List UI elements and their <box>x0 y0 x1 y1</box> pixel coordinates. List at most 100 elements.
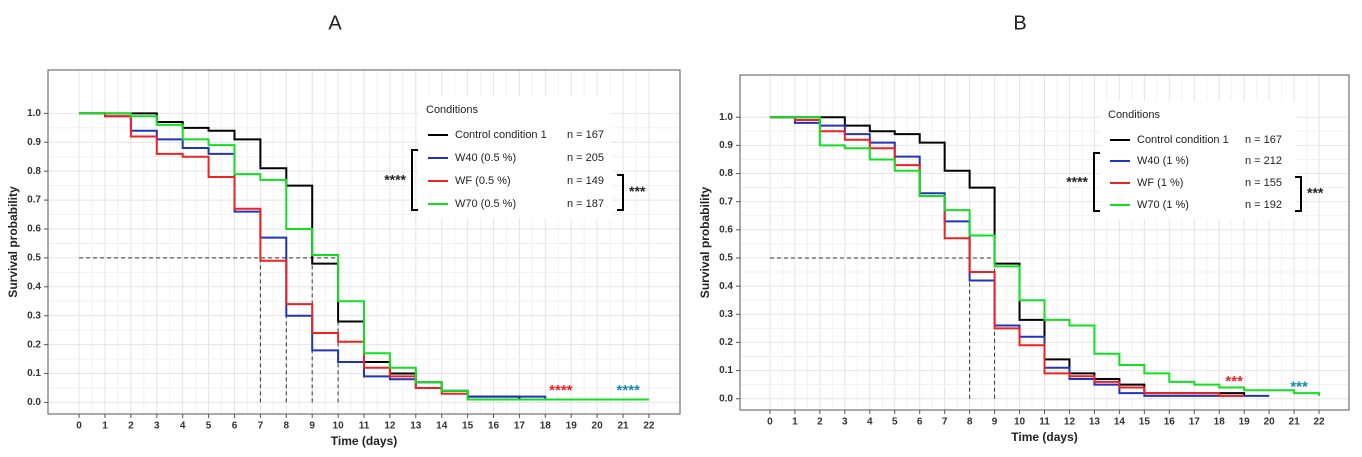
y-tick-label: 0.3 <box>719 309 733 320</box>
significance-annotation: *** <box>1225 373 1243 390</box>
x-tick-label: 22 <box>643 421 655 432</box>
y-tick-label: 0.9 <box>27 137 41 148</box>
x-tick-label: 9 <box>992 417 998 428</box>
y-tick-label: 0.1 <box>27 368 41 379</box>
bracket-left <box>411 149 418 211</box>
survival-curve <box>769 116 1321 396</box>
x-tick-label: 20 <box>592 421 604 432</box>
x-tick-label: 13 <box>410 421 422 432</box>
x-tick-label: 1 <box>102 421 108 432</box>
bracket-left <box>1093 152 1100 212</box>
x-tick-label: 0 <box>767 417 773 428</box>
x-tick-label: 8 <box>284 421 290 432</box>
y-tick-label: 0.2 <box>719 337 733 348</box>
bracket-right <box>1295 176 1302 212</box>
x-tick-label: 15 <box>462 421 474 432</box>
y-tick-label: 0.8 <box>27 166 41 177</box>
panel-label: B <box>1013 12 1026 34</box>
x-tick-label: 1 <box>792 417 798 428</box>
sample-size: n = 167 <box>567 129 604 141</box>
survival-curve <box>79 112 649 401</box>
x-tick-label: 10 <box>1014 417 1026 428</box>
x-tick-label: 4 <box>867 417 873 428</box>
bracket-right <box>617 174 624 211</box>
x-tick-label: 12 <box>384 421 396 432</box>
x-tick-label: 21 <box>617 421 629 432</box>
legend-title: Conditions <box>426 104 478 116</box>
legend-label: WF (0.5 %) <box>455 175 511 187</box>
legend-box <box>1100 101 1296 219</box>
y-tick-label: 0.7 <box>27 195 41 206</box>
x-tick-label: 6 <box>917 417 923 428</box>
x-tick-label: 12 <box>1064 417 1076 428</box>
y-tick-label: 0.2 <box>27 339 41 350</box>
y-tick-label: 0.6 <box>27 224 41 235</box>
x-tick-label: 14 <box>1114 417 1126 428</box>
y-tick-label: 0.9 <box>719 140 733 151</box>
x-tick-label: 6 <box>232 421 238 432</box>
x-tick-label: 2 <box>128 421 134 432</box>
x-tick-label: 3 <box>154 421 160 432</box>
survival-curve <box>79 112 572 401</box>
x-tick-label: 22 <box>1313 417 1325 428</box>
sample-size: n = 212 <box>1245 155 1282 167</box>
significance-annotation: **** <box>549 382 573 399</box>
x-tick-label: 15 <box>1139 417 1151 428</box>
y-axis-label: Survival probability <box>698 186 712 298</box>
x-tick-label: 18 <box>1214 417 1226 428</box>
x-tick-label: 16 <box>488 421 500 432</box>
legend-label: W40 (1 %) <box>1137 155 1189 167</box>
legend-title: Conditions <box>1108 109 1160 121</box>
x-tick-label: 0 <box>76 421 82 432</box>
sample-size: n = 149 <box>567 175 604 187</box>
x-tick-label: 13 <box>1089 417 1101 428</box>
y-tick-label: 0.4 <box>719 281 733 292</box>
x-tick-label: 19 <box>566 421 578 432</box>
sample-size: n = 192 <box>1245 199 1282 211</box>
legend-label: Control condition 1 <box>455 129 547 141</box>
x-tick-label: 16 <box>1164 417 1176 428</box>
y-tick-label: 0.5 <box>27 253 41 264</box>
x-tick-label: 9 <box>309 421 315 432</box>
sample-size: n = 205 <box>567 152 604 164</box>
y-tick-label: 0.4 <box>27 281 41 292</box>
x-tick-label: 4 <box>180 421 186 432</box>
y-tick-label: 0.0 <box>719 393 733 404</box>
x-tick-label: 19 <box>1239 417 1251 428</box>
x-tick-label: 3 <box>842 417 848 428</box>
x-tick-label: 7 <box>942 417 948 428</box>
legend-label: W40 (0.5 %) <box>455 152 516 164</box>
y-tick-label: 1.0 <box>27 108 41 119</box>
legend-label: WF (1 %) <box>1137 177 1183 189</box>
legend-label: W70 (1 %) <box>1137 199 1189 211</box>
sample-size: n = 187 <box>567 198 604 210</box>
x-axis-label: Time (days) <box>331 434 397 448</box>
x-tick-label: 18 <box>540 421 552 432</box>
x-axis-label: Time (days) <box>1011 430 1077 444</box>
x-tick-label: 14 <box>436 421 448 432</box>
significance-left: **** <box>384 172 406 188</box>
x-tick-label: 2 <box>817 417 823 428</box>
x-tick-label: 20 <box>1264 417 1276 428</box>
x-tick-label: 11 <box>359 421 370 432</box>
y-tick-label: 0.6 <box>719 224 733 235</box>
x-tick-label: 5 <box>892 417 898 428</box>
significance-annotation: **** <box>617 382 641 399</box>
significance-right: *** <box>1307 185 1324 201</box>
y-tick-label: 0.5 <box>719 253 733 264</box>
sample-size: n = 167 <box>1245 134 1282 146</box>
x-tick-label: 17 <box>1189 417 1201 428</box>
x-tick-label: 7 <box>258 421 264 432</box>
survival-curve <box>769 116 1245 397</box>
y-tick-label: 0.3 <box>27 310 41 321</box>
x-tick-label: 21 <box>1289 417 1301 428</box>
x-tick-label: 10 <box>333 421 345 432</box>
significance-left: **** <box>1066 174 1088 190</box>
panel-label: A <box>328 12 342 34</box>
y-axis-label: Survival probability <box>6 186 20 298</box>
legend-box <box>418 96 612 218</box>
legend-label: W70 (0.5 %) <box>455 198 516 210</box>
x-tick-label: 17 <box>514 421 526 432</box>
y-tick-label: 0.1 <box>719 365 733 376</box>
